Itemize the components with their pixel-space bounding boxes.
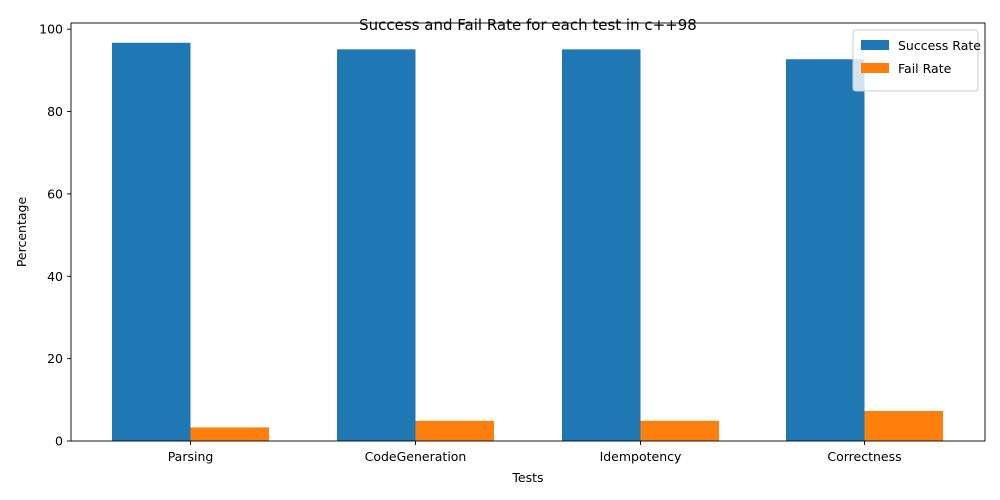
y-axis: 0 20 40 60 80 100: [39, 22, 71, 449]
bar-success-parsing: [112, 42, 191, 441]
plot-frame: [70, 22, 986, 442]
x-tick-label-idempotency: Idempotency: [600, 449, 682, 464]
bar-success-codegeneration: [337, 49, 416, 441]
legend-swatch-success: [861, 40, 889, 50]
bars-group: [112, 42, 943, 442]
bar-fail-codegeneration: [415, 420, 494, 441]
bar-success-idempotency: [562, 49, 641, 441]
x-axis: Parsing CodeGeneration Idempotency Correctn…: [168, 441, 902, 464]
bar-fail-idempotency: [640, 420, 719, 441]
y-tick-label: 100: [39, 22, 63, 37]
x-axis-label: Tests: [511, 470, 543, 485]
x-tick-label-parsing: Parsing: [168, 449, 214, 464]
y-tick-label: 80: [47, 104, 63, 119]
bar-fail-correctness: [864, 410, 943, 441]
legend: Success Rate Fail Rate: [852, 29, 981, 92]
x-tick-label-codegeneration: CodeGeneration: [365, 449, 467, 464]
x-tick-label-correctness: Correctness: [827, 449, 901, 464]
bar-success-correctness: [786, 59, 865, 442]
y-tick-label: 40: [47, 269, 63, 284]
legend-label-success: Success Rate: [898, 38, 981, 53]
y-tick-label: 60: [47, 186, 63, 201]
legend-swatch-fail: [861, 63, 889, 73]
legend-label-fail: Fail Rate: [898, 61, 952, 76]
bar-fail-parsing: [190, 427, 269, 441]
chart-title: Success and Fail Rate for each test in c…: [359, 16, 697, 34]
y-axis-label: Percentage: [14, 197, 29, 268]
y-tick-label: 0: [55, 434, 63, 449]
y-tick-label: 20: [47, 351, 63, 366]
